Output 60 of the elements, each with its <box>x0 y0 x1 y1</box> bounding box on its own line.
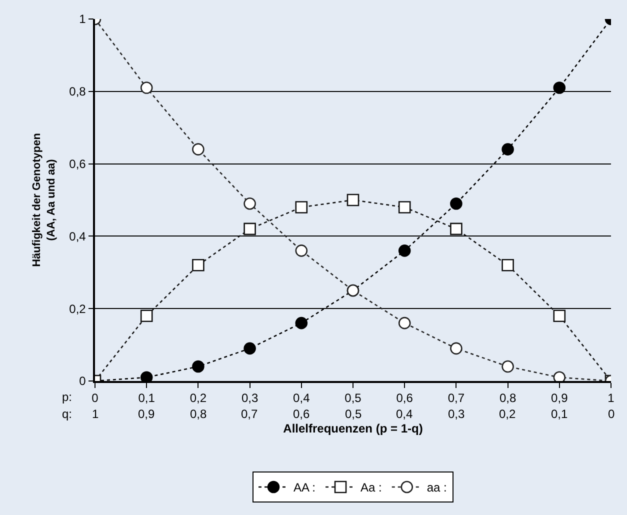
text: 0,3 <box>448 407 466 421</box>
x-tick-label: 0,2 <box>190 391 207 406</box>
point <box>450 197 462 210</box>
text: 0,5 <box>345 407 362 421</box>
legend-label: Aa : <box>360 480 382 495</box>
legend-label: AA : <box>294 480 316 495</box>
x-tick-label: 0,7 <box>448 391 465 406</box>
point <box>244 197 256 210</box>
point <box>450 222 462 236</box>
x-axis-title: Allelfrequenzen (p = 1-q) <box>283 422 423 436</box>
y-tick-label: 0,2 <box>69 302 86 316</box>
x-tick-label: 0,1 <box>138 391 156 406</box>
point <box>398 316 411 330</box>
point <box>398 201 411 214</box>
text: p: <box>62 390 72 404</box>
x-tick-label: 0,4 <box>293 391 310 406</box>
point <box>553 310 566 322</box>
point <box>553 82 566 94</box>
y-tick-label: 0 <box>79 374 86 388</box>
point <box>346 194 360 206</box>
point <box>502 360 514 373</box>
text: 0,4 <box>396 407 414 421</box>
point <box>140 82 153 94</box>
point <box>502 143 514 156</box>
text: 1 <box>92 407 99 421</box>
point <box>398 244 411 257</box>
text: q: <box>62 407 72 421</box>
point <box>450 342 462 355</box>
point <box>553 371 566 381</box>
point <box>192 360 204 373</box>
text: 0 <box>608 407 615 421</box>
text: 0,9 <box>138 407 156 421</box>
point <box>140 371 153 381</box>
point <box>192 143 204 156</box>
y-tick-label: 0,6 <box>69 157 86 171</box>
text: 0,7 <box>241 407 258 421</box>
text: 0,1 <box>551 407 568 421</box>
text: 0,2 <box>499 407 516 421</box>
point <box>295 201 308 214</box>
x-tick-label: 0,3 <box>241 391 258 406</box>
x-tick-label: 0,6 <box>396 391 414 406</box>
legend-label: aa : <box>426 480 447 495</box>
text: 0,8 <box>190 407 208 421</box>
x-tick-label: 0,9 <box>551 391 568 406</box>
y-tick-label: 1 <box>79 12 86 26</box>
point <box>244 342 256 355</box>
point <box>192 259 204 272</box>
y-axis-title: Häufigkeit der Genotypen (AA, Aa und aa) <box>31 132 58 267</box>
x-tick-label: 0,8 <box>499 391 516 406</box>
y-tick-label: 0,4 <box>69 229 86 244</box>
point <box>140 310 153 322</box>
point <box>244 222 256 236</box>
x-tick-label: 0,5 <box>344 391 362 406</box>
x-tick-label: 0 <box>92 391 99 406</box>
x-tick-label: 1 <box>608 391 615 406</box>
text: 0,6 <box>293 407 310 421</box>
point <box>295 244 308 257</box>
y-tick-label: 0,8 <box>69 84 86 99</box>
point <box>295 316 308 330</box>
point <box>502 259 514 272</box>
